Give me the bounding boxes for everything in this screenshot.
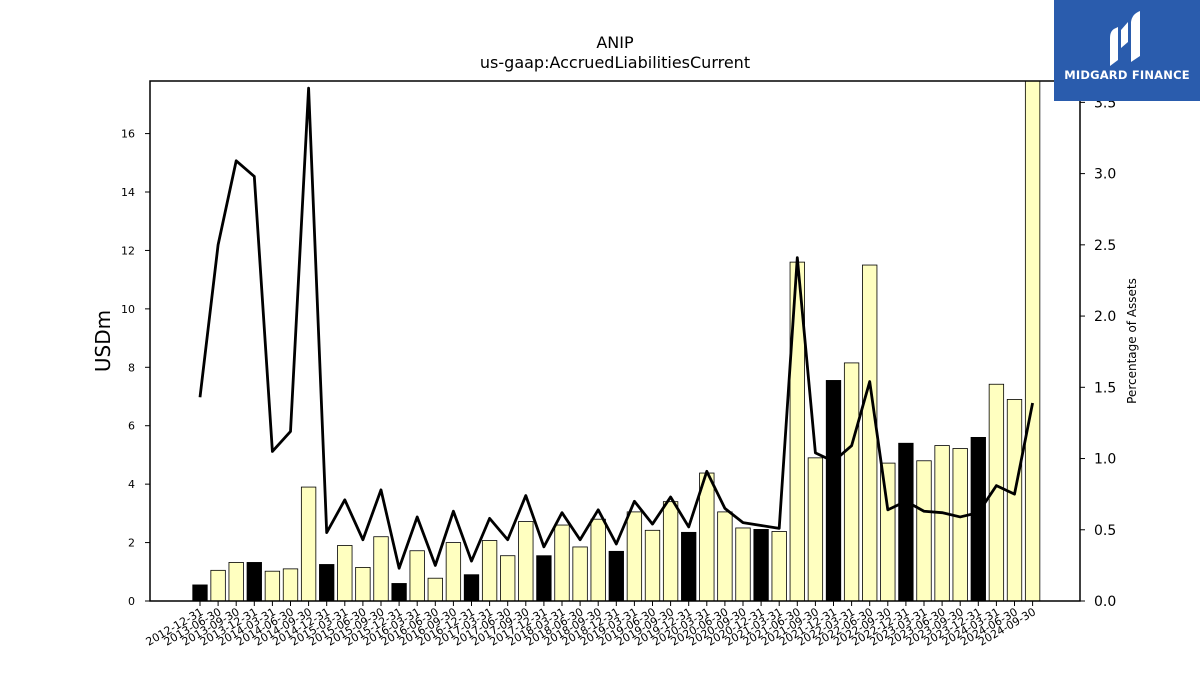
left-axis: 0 2 4 6 8 10 12 14 16	[121, 128, 150, 608]
right-axis: 0.00.51.01.52.02.53.03.5	[1080, 95, 1116, 610]
bar	[916, 460, 932, 602]
y2-tick-label: 3.0	[1094, 167, 1116, 183]
y-tick-label: 6	[128, 420, 135, 433]
bar	[572, 546, 588, 602]
bar	[391, 583, 407, 602]
bar	[319, 564, 335, 602]
bar	[608, 550, 624, 602]
y2-tick-label: 1.5	[1094, 380, 1116, 396]
bar	[264, 570, 281, 602]
midgard-finance-logo: MIDGARD FINANCE	[1054, 0, 1200, 101]
bar	[445, 542, 462, 602]
bar	[662, 501, 679, 602]
bar	[970, 436, 986, 602]
bar	[192, 584, 208, 602]
pct-assets-line	[198, 86, 1034, 570]
bar	[427, 577, 443, 602]
y-tick-label: 4	[128, 478, 135, 491]
y-tick-label: 16	[121, 128, 135, 141]
y2-tick-label: 2.5	[1094, 238, 1116, 254]
x-axis: 2012-12-312013-06-302013-09-302013-12-31…	[144, 601, 1038, 649]
bar	[409, 550, 425, 602]
y2-tick-label: 0.5	[1094, 523, 1116, 539]
y-tick-label: 12	[121, 244, 135, 257]
midgard-logo-icon	[1110, 11, 1140, 66]
bar	[717, 511, 733, 602]
line-group	[198, 86, 1034, 570]
bar	[825, 380, 842, 602]
bar	[282, 568, 299, 602]
y2-tick-label: 1.0	[1094, 452, 1116, 468]
bar	[1024, 80, 1041, 602]
bar	[554, 524, 570, 602]
plot-frame	[149, 80, 1081, 602]
chart-subtitle: us-gaap:AccruedLiabilitiesCurrent	[480, 53, 750, 72]
bar	[644, 529, 661, 602]
bar	[246, 562, 262, 602]
bar	[626, 511, 643, 602]
bar	[898, 442, 914, 602]
bar	[337, 545, 353, 602]
y-tick-label: 8	[128, 361, 135, 374]
y2-tick-label: 0.0	[1094, 594, 1116, 610]
bar	[862, 264, 878, 602]
bar	[934, 445, 950, 602]
bar	[753, 529, 769, 602]
bar	[771, 531, 787, 602]
bar	[1006, 399, 1023, 602]
y2-tick-label: 2.0	[1094, 309, 1116, 325]
y-tick-label: 2	[128, 537, 135, 550]
logo-text: MIDGARD FINANCE	[1064, 68, 1190, 82]
chart-title: ANIP	[596, 33, 634, 52]
bar	[807, 457, 824, 602]
bar	[373, 536, 389, 602]
bar	[843, 362, 860, 602]
bar	[518, 521, 534, 602]
y-axis-label: USDm	[91, 310, 115, 372]
y-tick-label: 0	[128, 595, 135, 608]
bar	[300, 486, 317, 602]
bar	[210, 569, 226, 602]
bar	[699, 472, 715, 602]
bar	[536, 555, 552, 602]
bar	[590, 518, 606, 602]
y-tick-label: 14	[121, 186, 135, 199]
bar	[952, 448, 968, 602]
bar	[481, 540, 498, 602]
bar	[463, 574, 480, 602]
bar	[355, 567, 371, 602]
bar	[228, 562, 244, 602]
bar	[735, 527, 751, 602]
bar	[500, 555, 516, 602]
bar	[681, 531, 697, 602]
y-tick-label: 10	[121, 303, 135, 316]
y2-axis-label: Percentage of Assets	[1125, 278, 1139, 404]
